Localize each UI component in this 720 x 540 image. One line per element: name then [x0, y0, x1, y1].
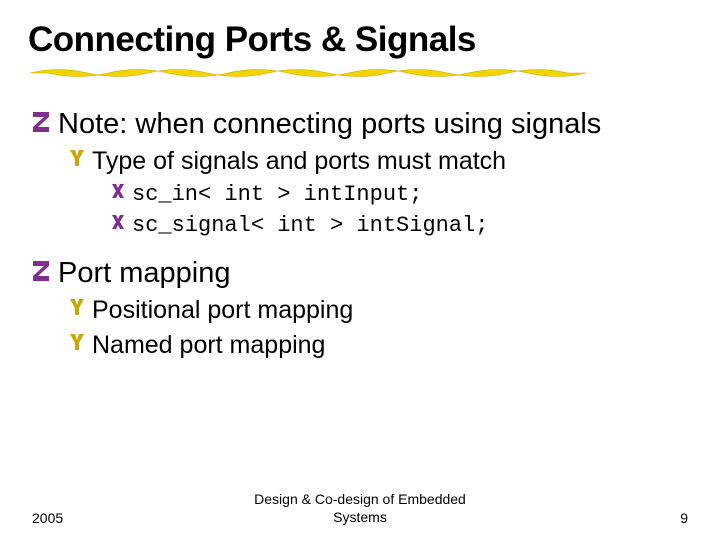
- code-line-2: sc_signal< int > intSignal;: [132, 213, 488, 238]
- y-bullet-icon: [68, 147, 86, 174]
- slide-title: Connecting Ports & Signals: [28, 20, 692, 60]
- bullet-code-2: sc_signal< int > intSignal;: [110, 213, 692, 238]
- footer-center: Design & Co-design of Embedded Systems: [92, 491, 628, 526]
- x-bullet-icon: [110, 182, 126, 205]
- bullet-port-mapping: Port mapping: [30, 257, 692, 290]
- bullet-type-match: Type of signals and ports must match: [68, 147, 692, 176]
- bullet-port-mapping-text: Port mapping: [58, 257, 231, 290]
- bullet-code-1: sc_in< int > intInput;: [110, 182, 692, 207]
- y-bullet-icon: [68, 296, 86, 323]
- code-line-1: sc_in< int > intInput;: [132, 182, 422, 207]
- slide: Connecting Ports & Signals Note: when co…: [0, 0, 720, 540]
- bullet-positional-text: Positional port mapping: [92, 296, 353, 325]
- bullet-named-text: Named port mapping: [92, 331, 325, 360]
- bullet-type-match-text: Type of signals and ports must match: [92, 147, 506, 176]
- scribble-icon: [28, 64, 588, 82]
- z-bullet-icon: [30, 108, 52, 141]
- x-bullet-icon: [110, 213, 126, 236]
- bullet-positional: Positional port mapping: [68, 296, 692, 325]
- z-bullet-icon: [30, 257, 52, 290]
- footer-center-line1: Design & Co-design of Embedded: [92, 491, 628, 509]
- bullet-note-text: Note: when connecting ports using signal…: [58, 108, 601, 141]
- footer: 2005 Design & Co-design of Embedded Syst…: [0, 491, 720, 526]
- bullet-note: Note: when connecting ports using signal…: [30, 108, 692, 141]
- title-underline: [28, 64, 692, 82]
- y-bullet-icon: [68, 331, 86, 358]
- bullet-named: Named port mapping: [68, 331, 692, 360]
- footer-center-line2: Systems: [92, 509, 628, 527]
- footer-year: 2005: [32, 510, 92, 526]
- footer-page: 9: [628, 510, 688, 526]
